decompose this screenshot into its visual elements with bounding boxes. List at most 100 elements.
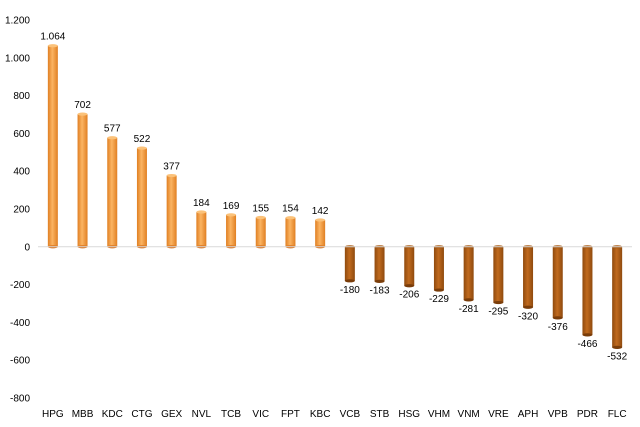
bar-hpg [47, 44, 58, 249]
bars [47, 44, 623, 349]
data-label: -295 [488, 307, 508, 318]
bar [107, 137, 118, 247]
x-tick-label: KBC [310, 409, 331, 420]
data-label: 702 [74, 100, 91, 111]
data-label: -183 [370, 285, 390, 296]
bar [255, 217, 266, 247]
bar-vhm [433, 245, 444, 292]
bar [226, 214, 237, 247]
x-axis: HPG MBB KDC CTG GEX NVL TCB VIC FPT KBC VCB STB HSG V… [42, 409, 627, 420]
bar [612, 246, 623, 348]
x-tick-label: VHM [428, 409, 450, 420]
x-tick-label: HPG [42, 409, 64, 420]
bar [582, 246, 593, 335]
bar-fpt [285, 216, 296, 249]
bar-cap [107, 136, 118, 140]
data-label: -532 [607, 351, 627, 362]
bar-base [433, 288, 444, 292]
bar-aph [523, 245, 534, 309]
data-label: -180 [340, 285, 360, 296]
data-label: 522 [134, 134, 151, 145]
bar-kdc [107, 136, 118, 249]
bar [344, 246, 355, 281]
data-label: 1.064 [40, 32, 65, 43]
y-tick-label: 1.000 [5, 53, 30, 64]
bar-ctg [136, 146, 147, 249]
bar-base [493, 300, 504, 305]
y-tick-label: 600 [13, 129, 30, 140]
bar [463, 246, 474, 300]
y-tick-label: -400 [10, 318, 30, 329]
bar [374, 246, 385, 282]
x-tick-label: VIC [252, 409, 269, 420]
y-tick-label: 1.200 [5, 16, 30, 27]
data-label: 142 [312, 206, 329, 217]
bar [315, 219, 326, 247]
bar-kbc [315, 218, 326, 249]
bar-base [552, 316, 563, 320]
data-label: -466 [577, 339, 597, 350]
x-tick-label: TCB [221, 409, 241, 420]
bar-cap [166, 173, 177, 178]
x-tick-label: APH [518, 409, 539, 420]
bar-hsg [404, 245, 415, 288]
bar-base [463, 298, 474, 302]
bar-base [612, 345, 623, 349]
y-tick-label: 0 [24, 242, 30, 253]
x-tick-label: MBB [72, 409, 94, 420]
bar-base [523, 305, 534, 309]
bar-gex [166, 173, 177, 249]
bar-stb [374, 245, 385, 283]
data-label: -281 [459, 304, 479, 315]
bar-nvl [196, 210, 207, 249]
x-tick-label: VNM [458, 409, 480, 420]
x-tick-label: PDR [577, 409, 598, 420]
y-tick-label: -800 [10, 394, 30, 405]
bar-cap [196, 210, 207, 214]
data-label: -320 [518, 311, 538, 322]
x-tick-label: GEX [161, 409, 182, 420]
x-tick-label: FPT [281, 409, 300, 420]
bar-vnm [463, 245, 474, 302]
bar [552, 246, 563, 318]
y-tick-label: 400 [13, 167, 30, 178]
bar-vpb [552, 245, 563, 320]
y-tick-label: -600 [10, 356, 30, 367]
bar [404, 246, 415, 286]
bar [493, 246, 504, 303]
x-tick-label: VCB [340, 409, 361, 420]
bar-flc [612, 245, 623, 349]
bar [136, 148, 147, 247]
y-tick-label: 200 [13, 205, 30, 216]
bar-pdr [582, 245, 593, 337]
bar [285, 217, 296, 247]
bar-vic [255, 215, 266, 249]
data-label: 184 [193, 198, 210, 209]
x-tick-label: HSG [398, 409, 420, 420]
x-tick-label: VPB [548, 409, 568, 420]
bar [523, 246, 534, 308]
bar-base [582, 333, 593, 337]
data-label: -206 [399, 290, 419, 301]
data-label: -229 [429, 294, 449, 305]
x-tick-label: KDC [102, 409, 123, 420]
bar-cap [226, 213, 237, 217]
bar-base [344, 279, 355, 283]
bar-cap [285, 216, 296, 220]
y-axis: -800 -600 -400 -200 0 200 400 600 800 1.000 1.200 [5, 16, 30, 405]
data-label: 577 [104, 124, 121, 135]
data-labels: 1.064 702 577 522 377 184 169 155 154 142 -180 -183… [40, 32, 627, 363]
bar-vre [493, 245, 504, 305]
y-tick-label: -200 [10, 280, 30, 291]
data-label: 154 [282, 204, 299, 215]
bar-cap [77, 112, 88, 116]
bar-cap [315, 218, 326, 222]
bar-mbb [77, 112, 88, 249]
bar-tcb [226, 213, 237, 249]
data-label: -376 [548, 322, 568, 333]
data-label: 377 [163, 162, 180, 173]
x-tick-label: NVL [192, 409, 212, 420]
x-tick-label: CTG [131, 409, 152, 420]
x-tick-label: FLC [608, 409, 627, 420]
